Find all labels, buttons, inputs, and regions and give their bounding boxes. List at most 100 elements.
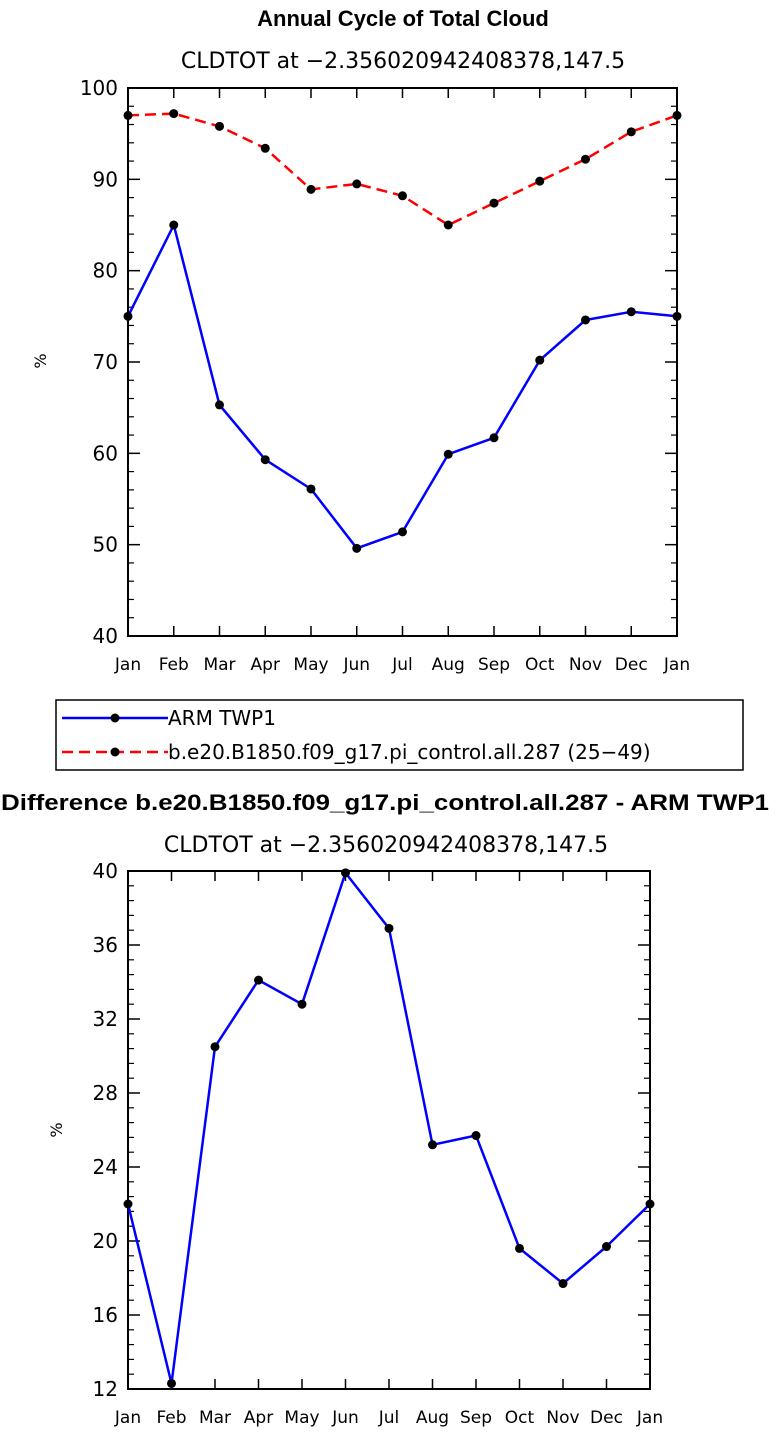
chart2-ylabel: % (47, 1122, 66, 1137)
chart1-series-0-point (169, 220, 179, 230)
chart2-ytick-label: 28 (93, 1081, 118, 1105)
chart1-legend: ARM TWP1 b.e20.B1850.f09_g17.pi_control.… (55, 699, 744, 771)
chart1-series-1-point (260, 143, 270, 153)
chart2-series-0-point (254, 975, 263, 985)
chart1-series-0-point (215, 400, 224, 410)
chart1-xtick-label: Aug (432, 655, 465, 675)
chart2-series-0-point (167, 1378, 176, 1388)
chart1-xtick-label: Dec (615, 655, 648, 675)
chart2-ytick-label: 20 (93, 1229, 118, 1253)
chart1-series-1-point (443, 220, 453, 230)
chart1-series-0-point (672, 311, 682, 321)
chart1-xtick-label: Mar (203, 655, 235, 675)
chart1-ytick-label: 90 (93, 167, 118, 191)
chart1-xtick-label: Apr (251, 655, 280, 675)
chart2-series-0-point (471, 1131, 481, 1141)
chart2-xtick-label: Mar (199, 1408, 231, 1428)
chart1-series-0-point (123, 311, 133, 321)
chart1-series-1-point (398, 191, 407, 201)
chart2-series-0-point (297, 999, 307, 1009)
legend-box (55, 699, 744, 771)
chart2-series-0-point (645, 1199, 655, 1209)
chart1-ytick-label: 60 (93, 441, 118, 465)
chart1-xtick-label: Nov (569, 655, 602, 675)
chart1-series-1-point (626, 127, 636, 137)
chart1-xtick-label: Sep (478, 655, 510, 675)
chart2-xtick-label: Jan (636, 1408, 663, 1428)
chart2-ytick-label: 32 (93, 1007, 118, 1031)
chart2-frame (127, 870, 651, 1390)
chart1-frame (127, 87, 678, 637)
chart2-plot-area: Jan Feb Mar Apr May Jun Jul Aug Sep Oct Nov Dec Jan 1… (93, 859, 664, 1428)
chart1-series-0-point (581, 315, 590, 325)
chart2-ytick-label: 40 (93, 859, 118, 883)
chart2-series-0-point (428, 1140, 437, 1150)
chart2-xtick-label: Sep (460, 1408, 492, 1428)
chart1-series-0-point (306, 484, 316, 494)
chart2-subtitle: CLDTOT at −2.356020942408378,147.5 (164, 833, 608, 858)
chart2-xtick-label: Nov (546, 1408, 579, 1428)
chart1-series-0-point (443, 449, 453, 459)
chart2-series-0-point (341, 868, 350, 878)
chart2-xtick-label: Feb (156, 1408, 186, 1428)
chart2-series-line-0 (126, 871, 651, 1385)
chart2-series-0-point (123, 1199, 133, 1209)
chart1-series-line-1 (127, 112, 678, 227)
chart1-xtick-label: Feb (159, 655, 189, 675)
chart1-xtick-label: May (293, 655, 328, 675)
chart1-series-line-0 (126, 223, 678, 550)
chart1-series-1-point (123, 110, 133, 120)
chart1-ytick-label: 80 (93, 259, 118, 283)
chart1-xtick-label: Jan (663, 655, 690, 675)
legend-label-obs: ARM TWP1 (168, 706, 276, 730)
chart2-xtick-label: Jul (378, 1408, 400, 1428)
chart1-plot-area: Jan Feb Mar Apr May Jun Jul Aug Sep Oct Nov Dec Jan 4… (80, 76, 690, 675)
chart2-xtick-label: Apr (244, 1408, 273, 1428)
chart1-ylabel: % (31, 353, 50, 368)
chart1-series-1-point (215, 121, 224, 131)
chart1-series-1-point (306, 184, 316, 194)
chart2-series-0-point (558, 1279, 568, 1289)
chart1-xtick-label: Jul (391, 655, 413, 675)
chart1-series-1-point (581, 154, 590, 164)
legend-marker-model (110, 747, 120, 757)
chart2-xtick-label: Jan (114, 1408, 141, 1428)
chart1-series-0-point (626, 307, 636, 317)
chart2-series-0-point (210, 1042, 220, 1052)
chart2-title: Difference b.e20.B1850.f09_g17.pi_contro… (1, 790, 769, 815)
chart2-series-0-point (515, 1243, 524, 1253)
chart1-ytick-label: 50 (93, 533, 118, 557)
chart1-xtick-label: Jan (114, 655, 141, 675)
chart1-series-0-point (260, 455, 270, 465)
chart2-xtick-label: Jun (331, 1408, 359, 1428)
chart1-series-0-point (489, 433, 499, 443)
chart1-xtick-label: Jun (342, 655, 370, 675)
chart1-xtick-label: Oct (525, 655, 555, 675)
chart2-xtick-label: Oct (505, 1408, 535, 1428)
chart2-ytick-label: 24 (93, 1155, 118, 1179)
chart2-ytick-label: 36 (93, 933, 118, 957)
chart1-subtitle: CLDTOT at −2.356020942408378,147.5 (181, 49, 625, 74)
chart2-xtick-label: Dec (590, 1408, 623, 1428)
chart2-xtick-label: May (284, 1408, 319, 1428)
chart1-series-1-point (169, 109, 179, 119)
legend-marker-obs (110, 713, 120, 723)
chart1-series-1-point (672, 110, 682, 120)
chart1-ytick-label: 40 (93, 624, 118, 648)
chart2-ytick-label: 12 (93, 1377, 118, 1401)
chart1-series-0-point (352, 543, 362, 553)
chart1-ytick-label: 100 (80, 76, 118, 100)
chart1-series-1-point (535, 176, 545, 186)
chart1-series-0-point (398, 527, 407, 537)
chart2-xtick-label: Aug (416, 1408, 449, 1428)
chart2-series-0-point (602, 1242, 611, 1252)
chart1-series-0-point (535, 355, 545, 365)
chart2-ytick-label: 16 (93, 1303, 118, 1327)
chart1-series-1-point (489, 198, 499, 208)
chart1-series-1-point (352, 179, 362, 189)
legend-label-model: b.e20.B1850.f09_g17.pi_control.all.287 (… (168, 740, 651, 764)
chart1-ytick-label: 70 (93, 350, 118, 374)
chart1-title: Annual Cycle of Total Cloud (257, 6, 549, 31)
chart2-series-0-point (384, 923, 394, 933)
